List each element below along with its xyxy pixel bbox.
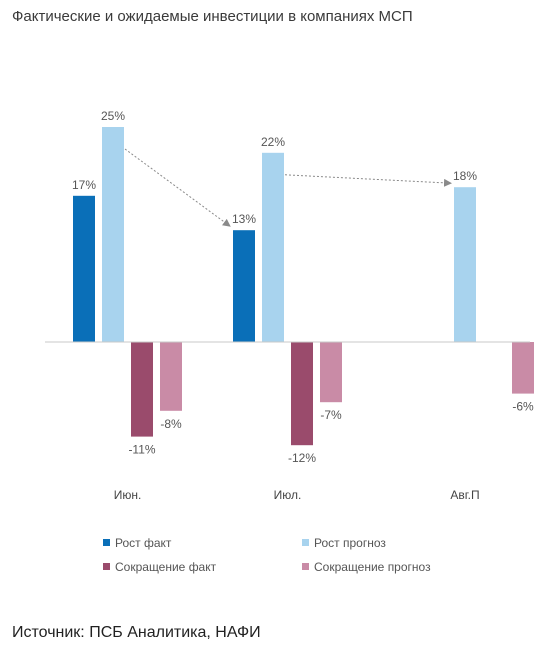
- trend-arrow-0: [124, 148, 231, 227]
- chart-title: Фактические и ожидаемые инвестиции в ком…: [12, 8, 413, 25]
- legend-label-2: Сокращение факт: [115, 560, 217, 574]
- legend-swatch-0: [103, 539, 110, 546]
- chart-canvas: 17% 13% 25% 22% 18% -11% -12% -8% -7% -6% Июн. Июл…: [45, 109, 534, 574]
- data-label-3-1: -7%: [320, 408, 342, 422]
- bar-1-1: [262, 152, 284, 342]
- legend-label-3: Сокращение прогноз: [314, 560, 431, 574]
- data-label-0-0: 17%: [72, 178, 96, 192]
- data-label-1-1: 22%: [261, 135, 285, 149]
- bar-0-0: [73, 195, 95, 342]
- data-labels: 17% 13% 25% 22% 18% -11% -12% -8% -7% -6%: [72, 109, 534, 465]
- category-labels: Июн. Июл. Авг.П: [114, 488, 480, 502]
- category-label-0: Июн.: [114, 488, 142, 502]
- bar-1-2: [454, 187, 476, 342]
- data-label-3-2: -6%: [512, 400, 534, 414]
- data-label-1-2: 18%: [453, 169, 477, 183]
- source-note: Источник: ПСБ Аналитика, НАФИ: [12, 624, 261, 641]
- data-label-1-0: 25%: [101, 109, 125, 123]
- bar-2-1: [291, 342, 313, 446]
- legend-swatch-2: [103, 563, 110, 570]
- trend-arrows: [124, 148, 452, 227]
- legend-swatch-1: [302, 539, 309, 546]
- legend: Рост факт Рост прогноз Сокращение факт Сокр…: [103, 536, 431, 574]
- data-label-3-0: -8%: [160, 417, 182, 431]
- category-label-2: Авг.П: [450, 488, 479, 502]
- trend-arrow-1: [284, 174, 452, 187]
- bar-3-0: [160, 342, 182, 411]
- bar-0-1: [233, 230, 255, 342]
- legend-swatch-3: [302, 563, 309, 570]
- bar-3-2: [512, 342, 534, 394]
- data-label-0-1: 13%: [232, 212, 256, 226]
- bar-2-0: [131, 342, 153, 437]
- bars-group: [73, 127, 534, 446]
- data-label-2-1: -12%: [288, 451, 316, 465]
- category-label-1: Июл.: [274, 488, 302, 502]
- bar-1-0: [102, 127, 124, 342]
- legend-label-0: Рост факт: [115, 536, 172, 550]
- legend-label-1: Рост прогноз: [314, 536, 386, 550]
- bar-3-1: [320, 342, 342, 403]
- data-label-2-0: -11%: [128, 443, 155, 457]
